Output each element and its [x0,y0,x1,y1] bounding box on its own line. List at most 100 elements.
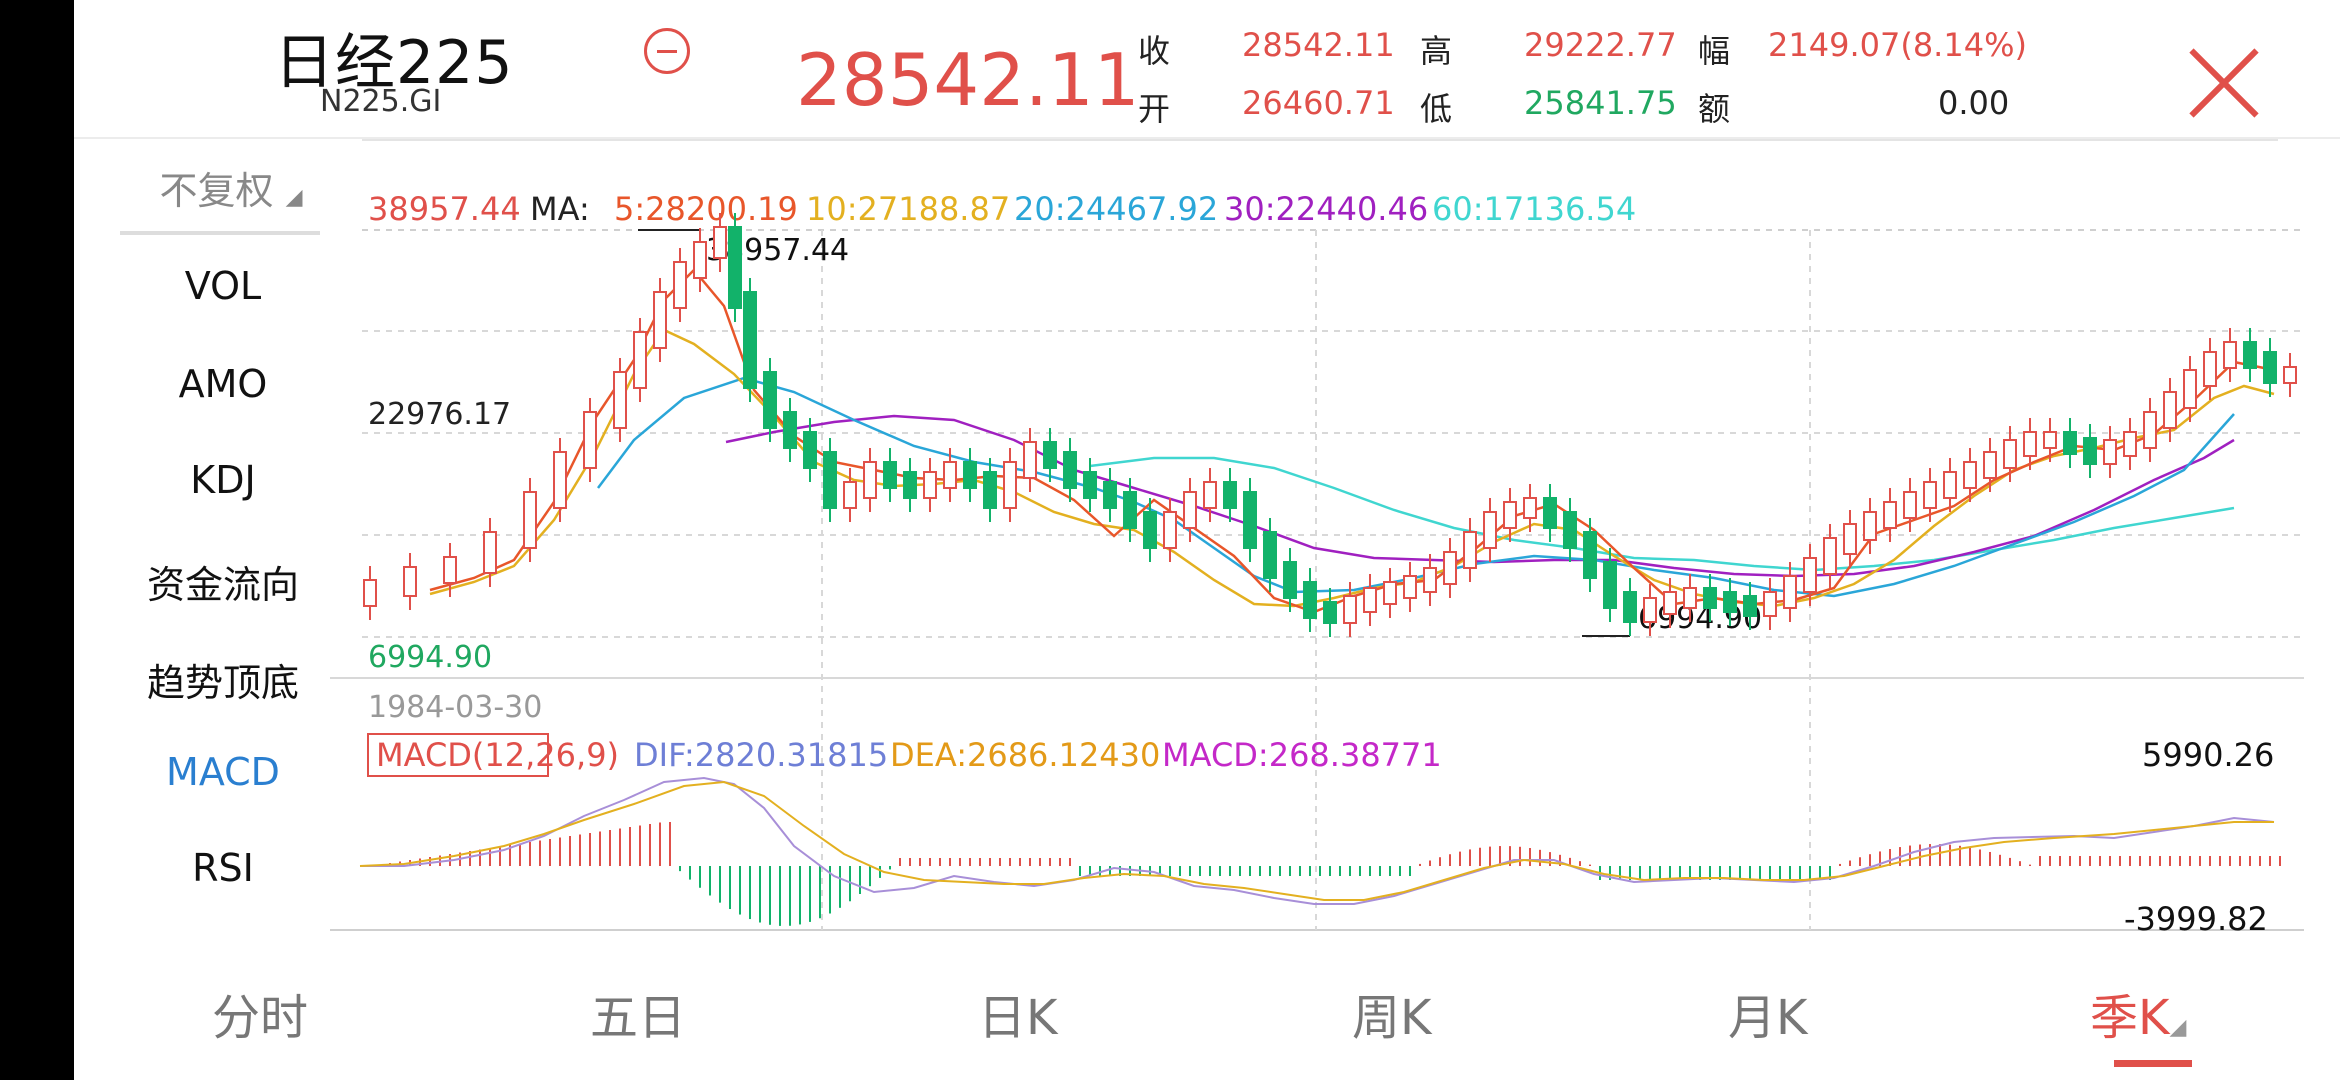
app-window: 日经225 N225.GI 28542.11 收 28542.11 开 2646… [74,0,2340,1080]
candle-body [483,531,497,574]
indicator-kdj[interactable]: KDJ [190,458,256,502]
tab-daily-k[interactable]: 日K [978,990,1058,1046]
indicator-rsi[interactable]: RSI [192,846,254,890]
candle-body [1643,597,1657,623]
candle-body [1603,561,1617,609]
ma20-line [597,376,2235,598]
indicator-macd[interactable]: MACD [166,750,280,794]
candle-body [1863,511,1877,541]
candle-body [843,481,857,509]
tab-five-day[interactable]: 五日 [590,990,687,1046]
candle-body [923,471,937,499]
dif-line [360,776,2275,905]
candle-body [1563,511,1577,549]
candle-body [2103,439,2117,465]
macd-dif: DIF:2820.31815 [634,736,888,774]
candle-body [2123,431,2137,457]
ma5-line [429,268,2275,614]
candle-body [1163,511,1177,549]
high-value: 29222.77 [1524,26,1677,64]
macd-param-label: MACD(12,26,9) [376,736,619,774]
ma60-value: 60:17136.54 [1432,190,1636,228]
candle-body [1383,581,1397,605]
candle-body [863,461,877,499]
candle-body [1443,551,1457,585]
change-value: 2149.07(8.14%) [1768,26,2027,64]
candle-body [1063,451,1077,489]
candle-body [728,226,742,309]
candle-body [1123,491,1137,529]
candle-body [1403,575,1417,599]
candle-body [1323,601,1337,624]
candle-body [1623,591,1637,623]
macd-histogram [379,822,2281,926]
candle-body [883,461,897,489]
indicator-trend[interactable]: 趋势顶底 [146,661,299,705]
tab-intraday[interactable]: 分时 [212,990,309,1046]
candle-body [613,371,627,429]
candle-body [903,471,917,499]
adjust-dropdown[interactable]: 不复权 ◢ [146,160,316,215]
remove-watchlist-icon[interactable] [644,28,690,74]
start-date-label: 1984-03-30 [368,690,542,725]
candle-body [1503,501,1517,529]
indicator-amo[interactable]: AMO [178,362,268,406]
candle-body [363,579,377,607]
dea-line [359,780,2274,901]
tab-quarterly-k[interactable]: 季K◢ [2090,978,2186,1048]
candle-body [2023,431,2037,457]
close-value: 28542.11 [1242,26,1395,64]
candle-body [653,291,667,349]
min-marker-label: 6994.90 [1638,601,1762,636]
candle-body [1803,557,1817,593]
candle-body [2283,366,2297,384]
quote-header: 日经225 N225.GI 28542.11 收 28542.11 开 2646… [74,0,2340,139]
macd-axis-min: -3999.82 [2124,900,2268,938]
candle-body [2083,437,2097,465]
max-marker-label: 38957.44 [706,233,849,268]
candle-body [1103,481,1117,509]
selected-tab-indicator [2114,1060,2192,1067]
chart-grid [330,139,2304,931]
kline-chart[interactable]: 38957.44 MA: 5:28200.19 10:27188.87 20:2… [74,0,2340,960]
candle-body [583,411,597,469]
macd-lines [359,776,2275,905]
axis-mid-label: 22976.17 [368,397,511,432]
ma-legend: 38957.44 MA: 5:28200.19 10:27188.87 20:2… [368,190,1636,228]
candle-body [1903,491,1917,519]
candle-body [1723,591,1737,613]
candle-body [803,431,817,469]
candle-body [1023,441,1037,479]
tab-quarterly-k-label: 季K [2090,990,2170,1046]
open-label: 开 [1138,90,1171,128]
candle-body [2223,341,2237,369]
candlesticks [363,213,2297,637]
tab-weekly-k[interactable]: 周K [1352,990,1432,1046]
change-label: 幅 [1698,32,1731,70]
open-value: 26460.71 [1242,84,1395,122]
stock-title: 日经225 [274,28,514,98]
candle-body [1763,591,1777,617]
candle-body [1743,595,1757,617]
tab-monthly-k[interactable]: 月K [1728,990,1808,1046]
macd-param-box[interactable] [367,733,549,777]
candle-body [2163,391,2177,429]
candle-body [2143,411,2157,449]
candle-body [1883,501,1897,529]
candle-body [1783,575,1797,609]
candle-body [2063,431,2077,455]
dropdown-triangle-icon: ◢ [285,185,303,210]
indicator-fund-flow[interactable]: 资金流向 [146,563,299,607]
candle-body [1223,481,1237,509]
candle-body [673,261,687,309]
candle-body [1543,497,1557,529]
max-price-label: 38957.44 [368,190,521,228]
indicator-vol[interactable]: VOL [184,264,262,308]
candle-body [2183,369,2197,409]
candle-body [1483,511,1497,549]
candle-body [523,491,537,549]
candle-body [1083,471,1097,499]
amount-value: 0.00 [1938,84,2010,122]
candle-body [943,461,957,489]
candle-body [1683,587,1697,609]
